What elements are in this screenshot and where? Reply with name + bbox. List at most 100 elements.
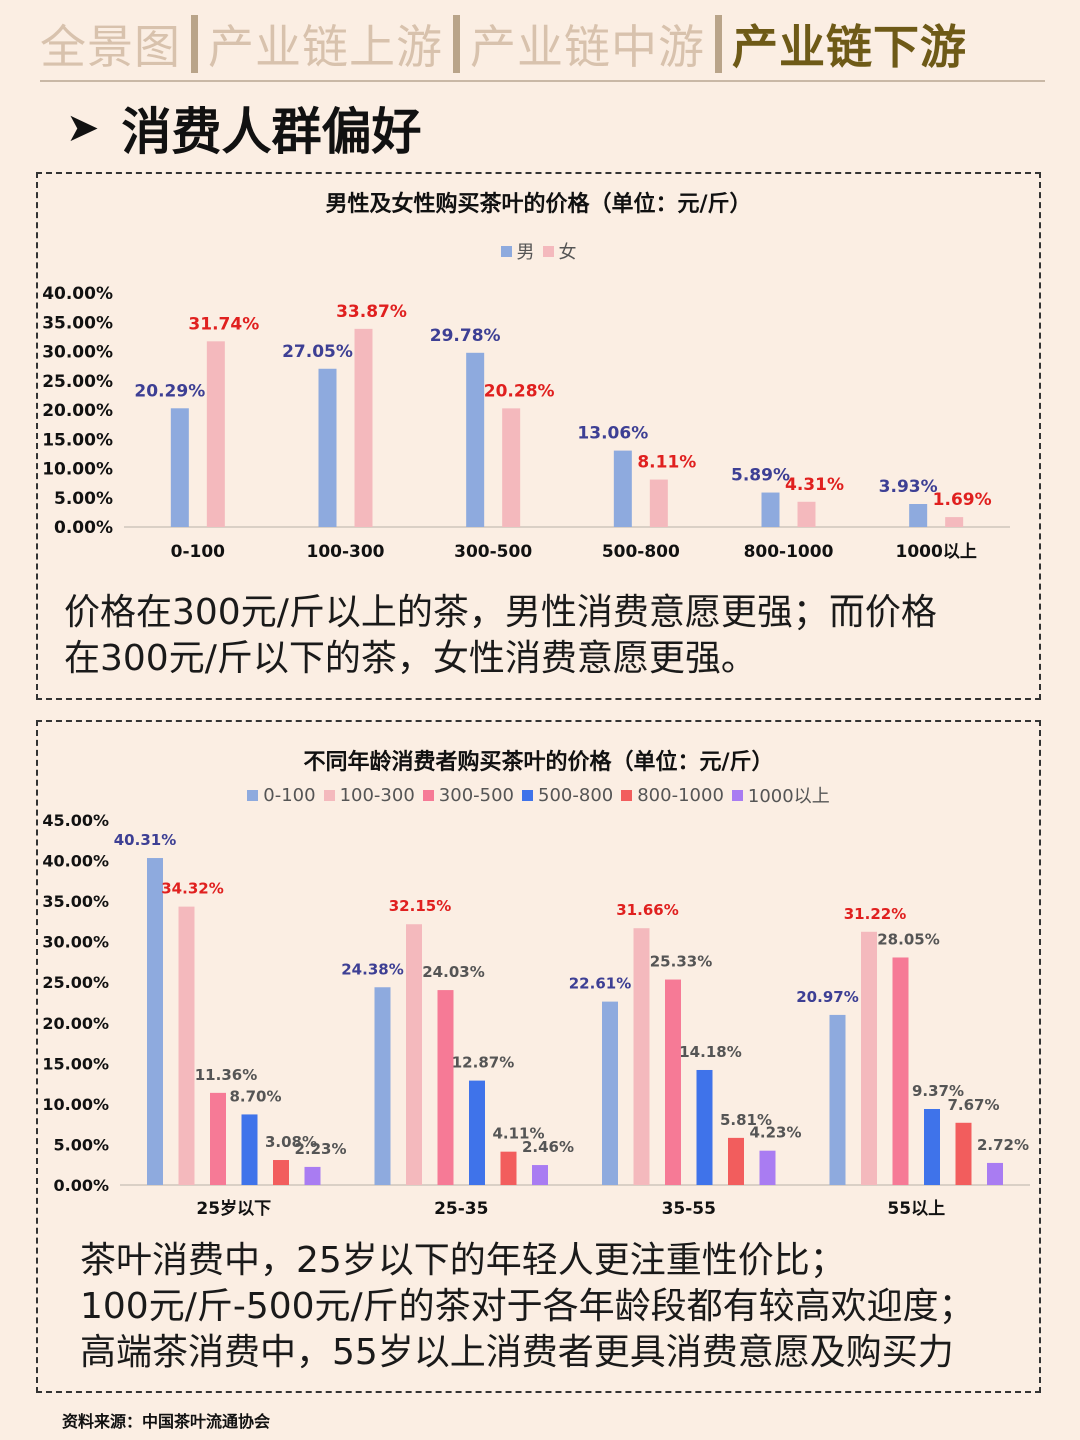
bar [241, 1114, 258, 1185]
note-line: 茶叶消费中，25岁以下的年轻人更注重性价比； [80, 1240, 846, 1281]
x-tick-label: 100-300 [306, 542, 384, 562]
bar [437, 990, 454, 1185]
x-tick-label: 55以上 [887, 1199, 945, 1219]
legend-swatch [500, 245, 512, 257]
bar [469, 1080, 485, 1185]
legend-item: 0-100 [247, 784, 316, 806]
legend-label: 300-500 [438, 784, 515, 806]
tab-midstream[interactable]: 产业链中游 [470, 20, 705, 74]
note-line: 高端茶消费中，55岁以上消费者更具消费意愿及购买力 [80, 1332, 954, 1373]
legend-item: 女 [542, 238, 577, 264]
data-label: 8.11% [637, 453, 696, 473]
bar [273, 1160, 289, 1185]
data-label: 1.69% [933, 490, 992, 510]
bar [945, 517, 964, 527]
legend-item: 1000以上 [731, 782, 830, 808]
bar [797, 501, 816, 527]
age-chart-panel: 不同年龄消费者购买茶叶的价格（单位：元/斤） 0-100 100-300 300-5… [36, 720, 1041, 1393]
chart-note: 茶叶消费中，25岁以下的年轻人更注重性价比； 100元/斤-500元/斤的茶对于… [80, 1238, 975, 1376]
data-label: 14.18% [679, 1043, 741, 1061]
bar [696, 1069, 713, 1185]
data-label: 22.61% [569, 975, 631, 993]
legend-swatch [422, 789, 434, 801]
note-line: 价格在300元/斤以上的茶，男性消费意愿更强；而价格 [64, 592, 937, 633]
chart-title: 不同年龄消费者购买茶叶的价格（单位：元/斤） [303, 750, 774, 775]
chart-legend: 0-100 100-300 300-500 500-800 800-1000 1000以上 [38, 782, 1039, 808]
bar [406, 924, 422, 1185]
gender-price-bar-chart: 0.00% 5.00% 10.00% 15.00% 20.00% 25.00% 30.00%… [42, 284, 1010, 562]
y-tick-label: 30.00% [42, 343, 113, 363]
data-label: 20.97% [796, 988, 858, 1006]
data-label: 27.05% [282, 342, 353, 362]
bar [924, 1108, 940, 1185]
data-label: 5.81% [720, 1111, 772, 1129]
bar [304, 1166, 321, 1185]
data-label: 29.78% [430, 326, 501, 346]
data-label: 20.29% [134, 381, 205, 401]
x-tick-label: 500-800 [602, 542, 680, 562]
tab-upstream[interactable]: 产业链上游 [208, 20, 443, 74]
y-tick-label: 25.00% [42, 372, 113, 392]
data-label: 3.08% [265, 1133, 317, 1151]
data-label: 2.23% [294, 1140, 346, 1158]
source-note: 资料来源：中国茶叶流通协会 [62, 1412, 271, 1431]
y-tick-label: 25.00% [42, 973, 109, 992]
data-label: 32.15% [389, 897, 451, 915]
data-label: 25.33% [650, 953, 712, 971]
bar [761, 492, 780, 527]
data-label: 31.22% [844, 905, 906, 923]
age-price-bar-chart: 0.00% 5.00% 10.00% 15.00% 20.00% 25.00% 30.00%… [42, 811, 1030, 1219]
data-label: 11.36% [195, 1066, 257, 1084]
section-title-text: 消费人群偏好 [121, 103, 422, 161]
note-line: 在300元/斤以下的茶，女性消费意愿更强。 [64, 638, 757, 679]
x-tick-label: 300-500 [454, 542, 532, 562]
bar [374, 987, 391, 1185]
legend-item: 300-500 [422, 784, 515, 806]
data-label: 24.38% [341, 960, 403, 978]
bar [466, 352, 485, 527]
y-tick-label: 5.00% [53, 1135, 109, 1154]
tab-separator [453, 15, 460, 73]
data-label: 20.28% [484, 381, 555, 401]
data-label: 7.67% [947, 1096, 999, 1114]
y-tick-label: 15.00% [42, 1054, 109, 1073]
legend-label: 500-800 [538, 784, 614, 806]
chart-note: 价格在300元/斤以上的茶，男性消费意愿更强；而价格 在300元/斤以下的茶，女… [64, 590, 937, 682]
note-line: 100元/斤-500元/斤的茶对于各年龄段都有较高欢迎度； [80, 1286, 975, 1327]
y-tick-label: 40.00% [42, 284, 113, 304]
bar [892, 957, 909, 1185]
data-label: 3.93% [879, 477, 938, 497]
data-label: 2.46% [522, 1138, 574, 1156]
data-label: 13.06% [577, 424, 648, 444]
tab-overview[interactable]: 全景图 [40, 20, 181, 74]
bar [178, 906, 195, 1185]
y-tick-label: 40.00% [42, 852, 109, 871]
legend-label: 100-300 [339, 784, 415, 806]
tab-downstream[interactable]: 产业链下游 [732, 20, 967, 74]
bar [532, 1165, 548, 1185]
legend-label: 0-100 [263, 784, 316, 806]
bar [354, 328, 373, 527]
chart-title: 男性及女性购买茶叶的价格（单位：元/斤） [325, 192, 752, 217]
legend-label: 男 [516, 242, 535, 263]
data-label: 31.74% [188, 314, 259, 334]
section-title: ➤ 消费人群偏好 [66, 96, 422, 161]
y-tick-label: 10.00% [42, 1095, 109, 1114]
data-label: 33.87% [336, 302, 407, 322]
bar [649, 479, 668, 527]
data-label: 12.87% [452, 1054, 514, 1072]
legend-item: 男 [500, 238, 535, 264]
x-tick-label: 25岁以下 [196, 1198, 271, 1219]
legend-swatch [522, 789, 534, 801]
bar [759, 1150, 776, 1185]
data-label: 4.31% [785, 475, 844, 495]
y-tick-label: 35.00% [42, 313, 113, 333]
y-tick-label: 45.00% [42, 811, 109, 830]
x-tick-label: 800-1000 [744, 542, 834, 562]
data-label: 28.05% [877, 930, 939, 948]
bar [210, 1092, 226, 1185]
bar [861, 931, 877, 1185]
data-label: 5.89% [731, 466, 790, 486]
bar [170, 408, 189, 527]
bar [206, 341, 225, 527]
